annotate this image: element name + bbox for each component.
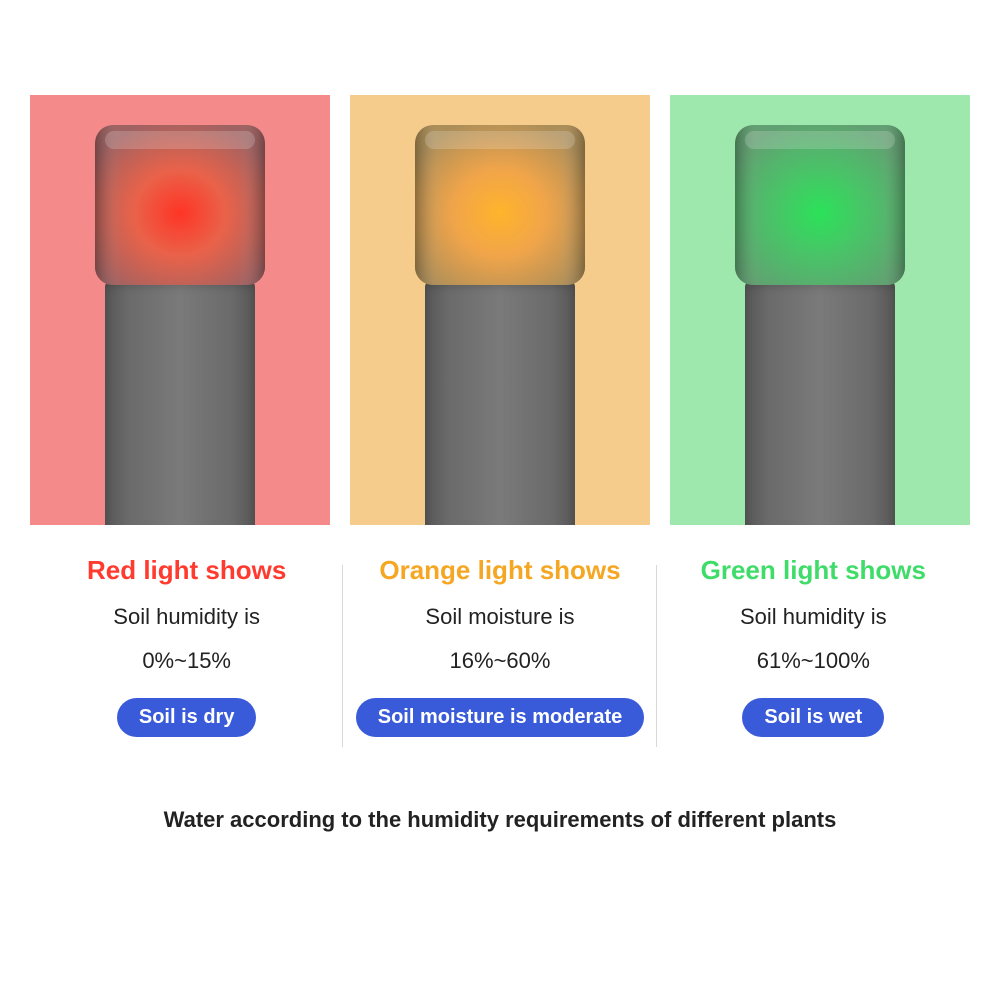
panel-red xyxy=(30,95,330,525)
device-body xyxy=(105,281,255,525)
range-orange: 16%~60% xyxy=(353,648,646,674)
device-cap xyxy=(95,125,265,285)
pill-orange: Soil moisture is moderate xyxy=(356,698,645,737)
line1-orange: Soil moisture is xyxy=(353,604,646,630)
light-icon xyxy=(415,125,585,285)
info-col-green: Green light shows Soil humidity is 61%~1… xyxy=(657,555,970,737)
info-row: Red light shows Soil humidity is 0%~15% … xyxy=(0,525,1000,737)
device xyxy=(95,125,265,525)
range-green: 61%~100% xyxy=(667,648,960,674)
pill-green: Soil is wet xyxy=(742,698,884,737)
heading-red: Red light shows xyxy=(40,555,333,586)
panel-orange xyxy=(350,95,650,525)
info-col-orange: Orange light shows Soil moisture is 16%~… xyxy=(343,555,656,737)
heading-green: Green light shows xyxy=(667,555,960,586)
device xyxy=(415,125,585,525)
device-body xyxy=(745,281,895,525)
footnote: Water according to the humidity requirem… xyxy=(0,807,1000,833)
line1-green: Soil humidity is xyxy=(667,604,960,630)
top-spacer xyxy=(0,0,1000,95)
line1-red: Soil humidity is xyxy=(40,604,333,630)
panel-green xyxy=(670,95,970,525)
info-col-red: Red light shows Soil humidity is 0%~15% … xyxy=(30,555,343,737)
heading-orange: Orange light shows xyxy=(353,555,646,586)
device-cap xyxy=(415,125,585,285)
light-icon xyxy=(95,125,265,285)
device-cap xyxy=(735,125,905,285)
range-red: 0%~15% xyxy=(40,648,333,674)
panels-row xyxy=(0,95,1000,525)
light-icon xyxy=(735,125,905,285)
device-body xyxy=(425,281,575,525)
pill-red: Soil is dry xyxy=(117,698,257,737)
device xyxy=(735,125,905,525)
